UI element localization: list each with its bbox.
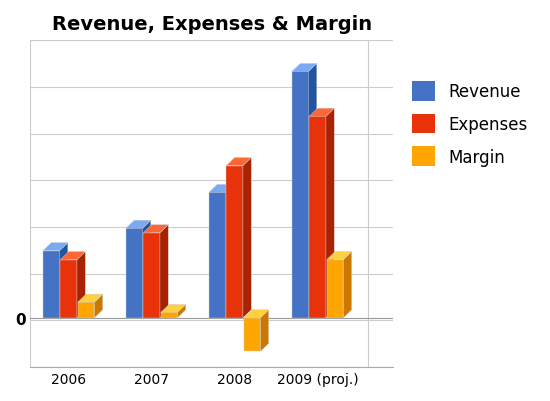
Polygon shape [160, 225, 168, 318]
Polygon shape [226, 185, 234, 318]
Bar [78, 302, 95, 318]
Bar [60, 260, 77, 318]
Bar [161, 313, 178, 318]
Polygon shape [243, 158, 251, 318]
Polygon shape [309, 64, 317, 318]
Polygon shape [77, 252, 85, 318]
Polygon shape [43, 243, 68, 251]
Bar [244, 318, 260, 352]
Polygon shape [161, 305, 186, 313]
Polygon shape [260, 310, 268, 352]
Polygon shape [59, 243, 68, 318]
Polygon shape [126, 221, 151, 229]
Polygon shape [142, 221, 151, 318]
Polygon shape [60, 252, 85, 260]
Polygon shape [144, 225, 168, 233]
Polygon shape [209, 185, 234, 193]
Polygon shape [292, 64, 317, 72]
Title: Revenue, Expenses & Margin: Revenue, Expenses & Margin [52, 15, 372, 34]
Bar [227, 166, 243, 318]
Polygon shape [326, 109, 334, 318]
Bar [209, 193, 226, 318]
Polygon shape [244, 310, 268, 318]
Polygon shape [78, 294, 103, 302]
Bar [144, 233, 160, 318]
Bar [292, 72, 309, 318]
Legend: Revenue, Expenses, Margin: Revenue, Expenses, Margin [405, 75, 535, 173]
Bar [327, 260, 343, 318]
Polygon shape [327, 252, 351, 260]
Polygon shape [343, 252, 351, 318]
Polygon shape [95, 294, 103, 318]
Bar [126, 229, 142, 318]
Polygon shape [227, 158, 251, 166]
Polygon shape [178, 305, 186, 318]
Polygon shape [309, 109, 334, 117]
Bar [43, 251, 59, 318]
Bar [309, 117, 326, 318]
